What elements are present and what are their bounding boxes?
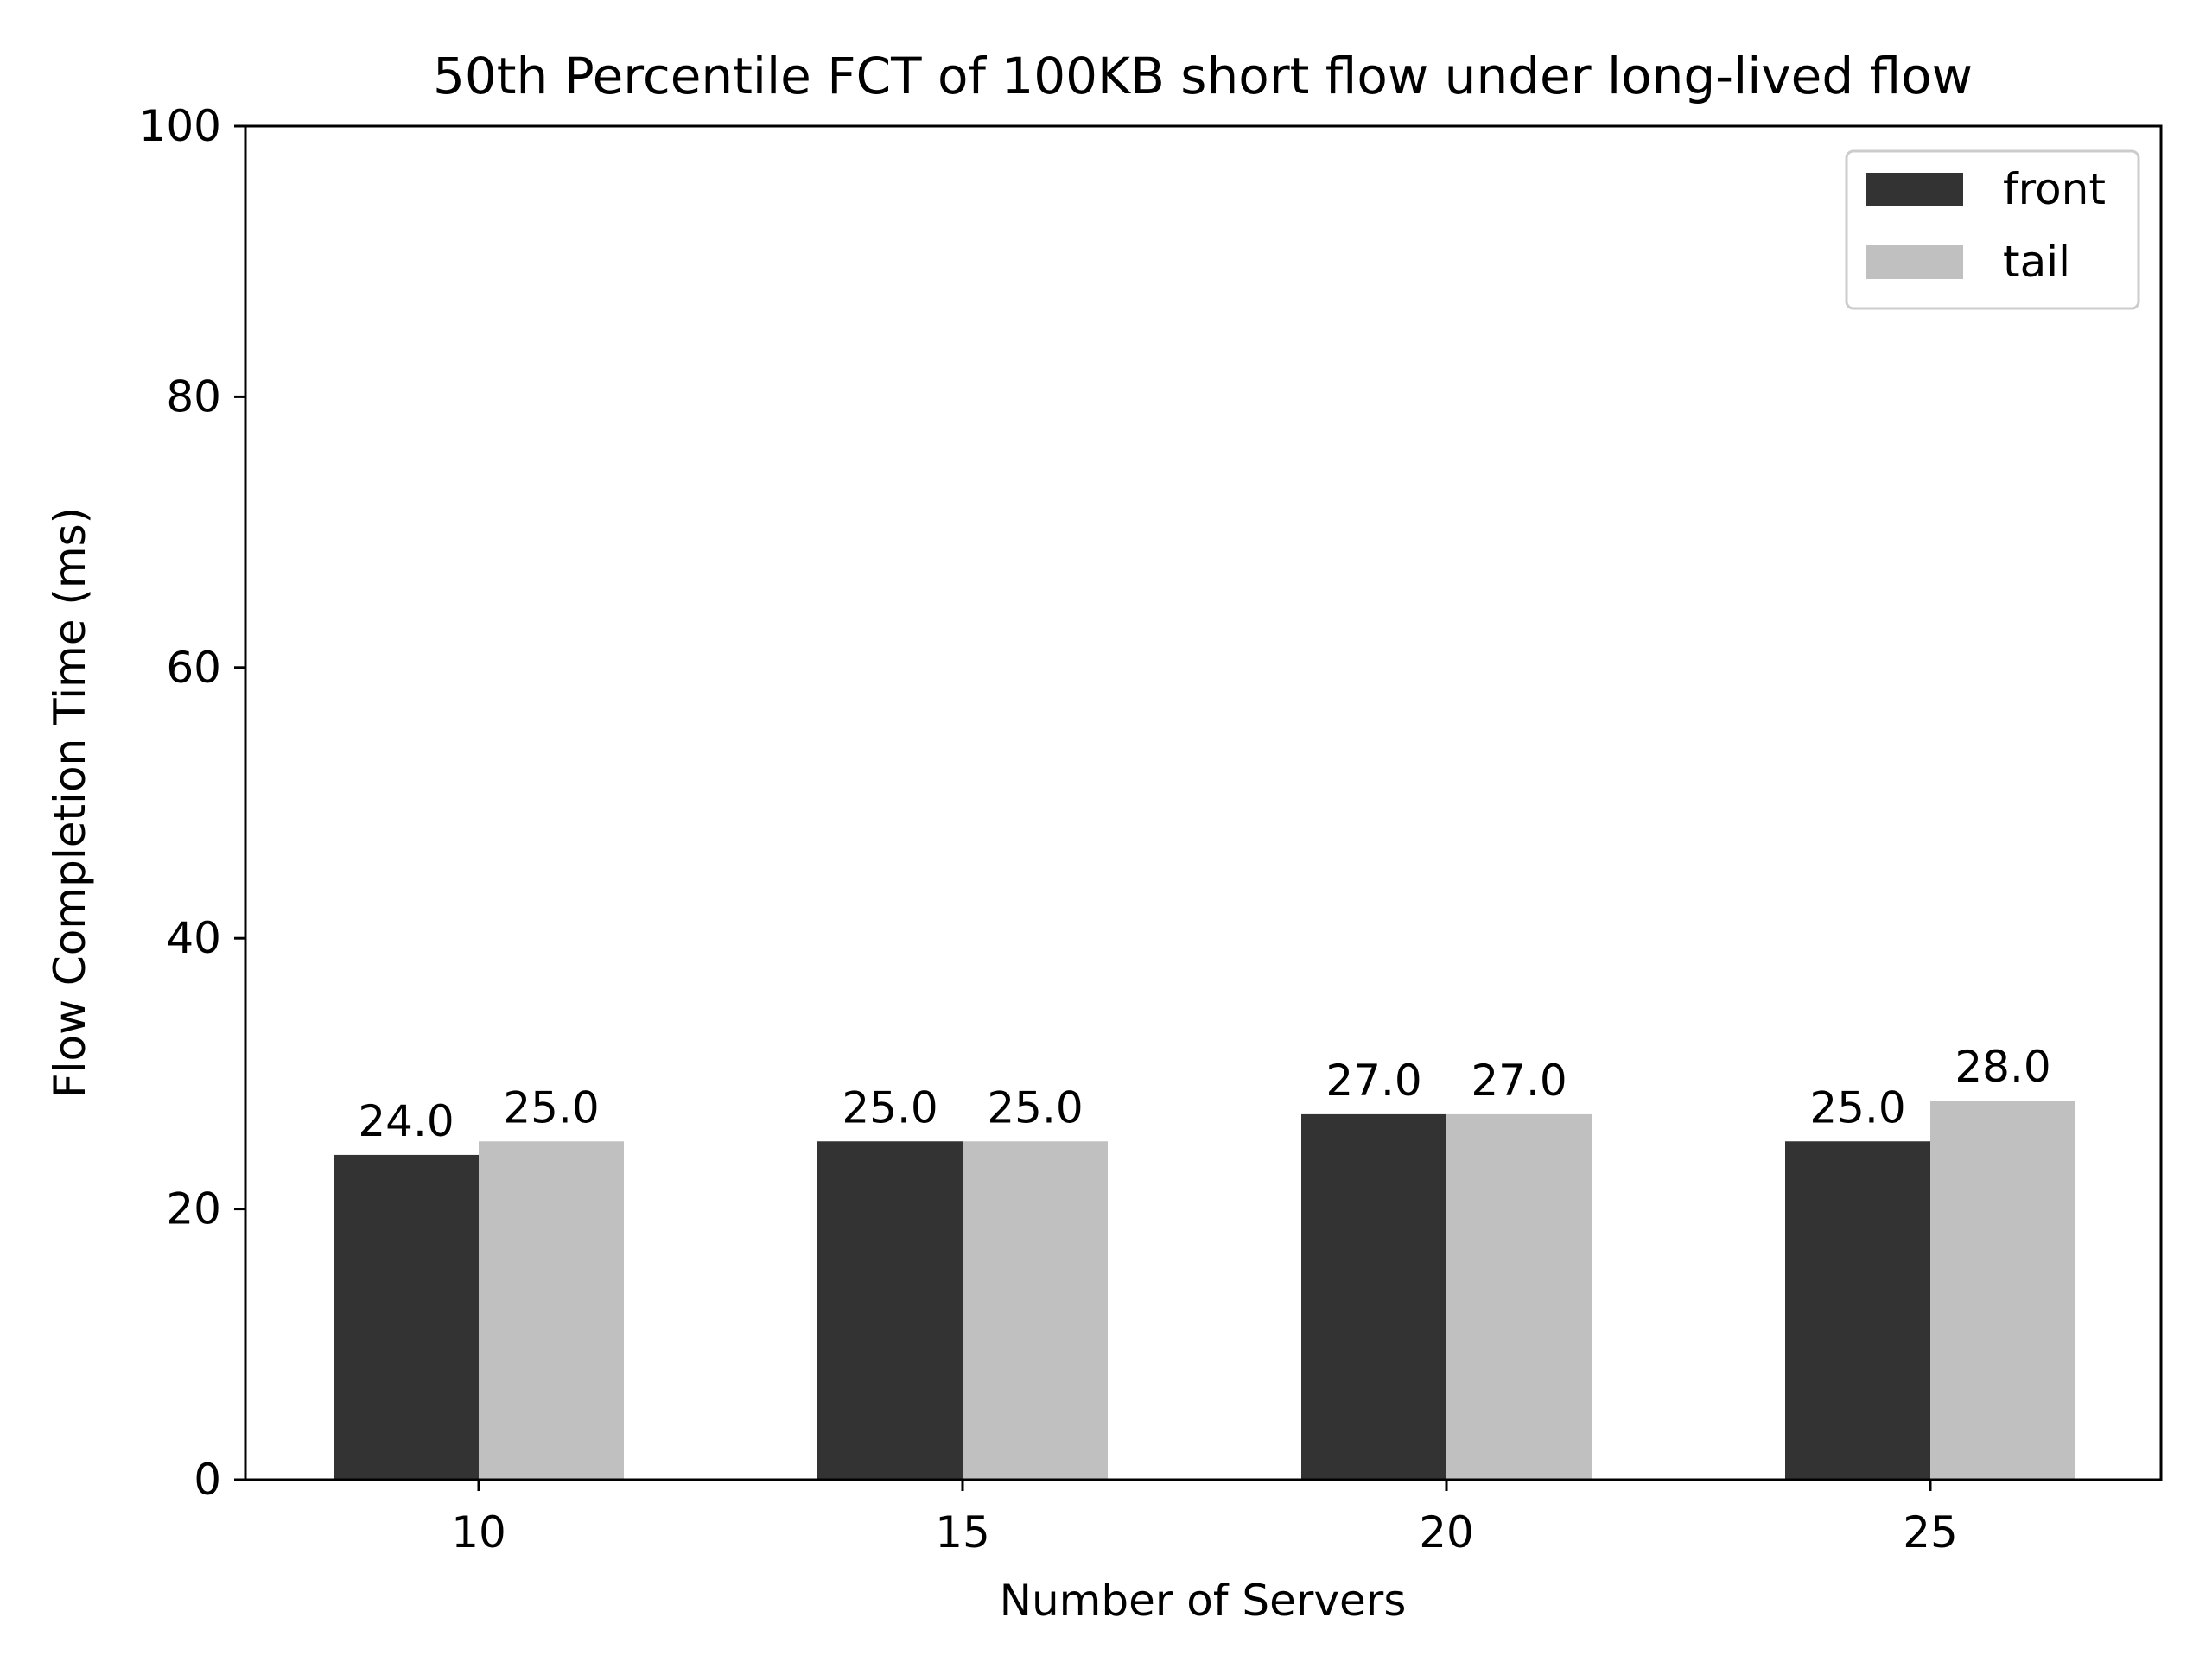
data-label-front-15: 25.0 xyxy=(842,1082,938,1132)
data-labels-layer: 24.0 25.0 27.0 25.0 25.0 25.0 27.0 28.0 xyxy=(358,1042,2050,1146)
legend-label-tail: tail xyxy=(2003,237,2070,287)
data-label-front-20: 27.0 xyxy=(1325,1056,1421,1106)
x-tick-label: 10 xyxy=(451,1507,506,1557)
x-axis: 10 15 20 25 xyxy=(451,1480,1958,1557)
bar-tail-10 xyxy=(479,1141,624,1480)
y-tick-label: 20 xyxy=(166,1184,221,1234)
data-label-tail-25: 28.0 xyxy=(1955,1042,2050,1092)
bar-tail-25 xyxy=(1930,1101,2075,1480)
legend-swatch-tail xyxy=(1866,245,1963,279)
bar-tail-20 xyxy=(1446,1113,1592,1480)
chart-title: 50th Percentile FCT of 100KB short flow … xyxy=(433,47,1973,105)
bar-front-15 xyxy=(817,1141,963,1480)
bars-layer xyxy=(334,1101,2075,1480)
y-tick-label: 60 xyxy=(166,643,221,693)
y-tick-label: 100 xyxy=(139,101,221,151)
bar-tail-15 xyxy=(963,1141,1108,1480)
x-tick-label: 25 xyxy=(1903,1507,1958,1557)
x-tick-label: 15 xyxy=(935,1507,990,1557)
data-label-front-25: 25.0 xyxy=(1809,1082,1905,1132)
bar-front-25 xyxy=(1785,1141,1930,1480)
y-tick-label: 0 xyxy=(194,1455,221,1505)
y-axis: 0 20 40 60 80 100 xyxy=(139,101,245,1505)
legend-label-front: front xyxy=(2003,164,2106,214)
plot-frame xyxy=(244,124,2163,1481)
bar-front-10 xyxy=(334,1154,479,1480)
legend: front tail xyxy=(1845,149,2140,310)
y-tick-label: 80 xyxy=(166,371,221,422)
legend-swatch-front xyxy=(1866,173,1963,206)
data-label-tail-20: 27.0 xyxy=(1471,1056,1567,1106)
x-axis-label: Number of Servers xyxy=(1000,1576,1407,1626)
data-label-front-10: 24.0 xyxy=(358,1096,454,1146)
y-axis-label: Flow Completion Time (ms) xyxy=(45,507,95,1098)
x-tick-label: 20 xyxy=(1419,1507,1474,1557)
y-tick-label: 40 xyxy=(166,913,221,963)
bar-front-20 xyxy=(1301,1113,1446,1480)
data-label-tail-15: 25.0 xyxy=(987,1082,1083,1132)
data-label-tail-10: 25.0 xyxy=(503,1082,599,1132)
